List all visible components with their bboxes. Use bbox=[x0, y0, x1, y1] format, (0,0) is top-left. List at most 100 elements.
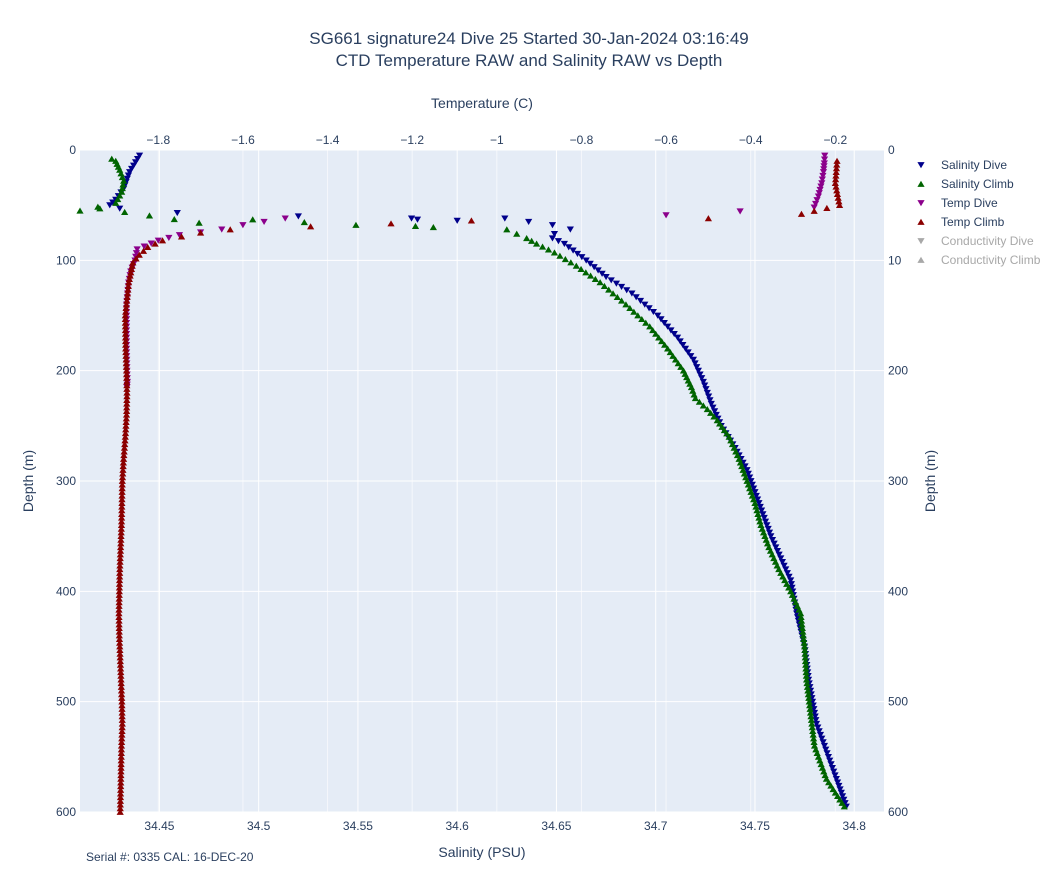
legend-item-conductivity-climb[interactable]: Conductivity Climb bbox=[912, 250, 1040, 269]
marker-salinity-climb bbox=[710, 413, 718, 420]
marker-temp-climb bbox=[115, 610, 123, 617]
marker-salinity-climb bbox=[808, 724, 816, 731]
marker-salinity-dive bbox=[654, 312, 662, 319]
marker-salinity-climb bbox=[798, 624, 806, 631]
marker-salinity-climb bbox=[801, 657, 810, 665]
marker-temp-climb bbox=[123, 290, 132, 297]
marker-temp-climb bbox=[116, 547, 125, 554]
marker-salinity-dive bbox=[679, 342, 687, 349]
marker-salinity-dive bbox=[660, 319, 668, 327]
marker-salinity-climb bbox=[765, 543, 773, 551]
marker-salinity-climb bbox=[822, 775, 831, 782]
marker-salinity-dive bbox=[822, 746, 830, 753]
marker-salinity-climb bbox=[801, 650, 809, 657]
marker-temp-climb bbox=[121, 323, 130, 330]
marker-temp-climb bbox=[120, 452, 128, 459]
marker-temp-climb bbox=[115, 588, 123, 595]
marker-salinity-dive bbox=[590, 264, 598, 271]
marker-salinity-dive bbox=[116, 205, 124, 212]
marker-salinity-dive bbox=[501, 215, 509, 222]
marker-salinity-climb bbox=[804, 687, 812, 694]
marker-temp-climb bbox=[307, 223, 315, 230]
marker-salinity-climb bbox=[703, 406, 711, 413]
marker-temp-climb bbox=[122, 304, 130, 312]
marker-salinity-dive bbox=[841, 800, 849, 807]
marker-salinity-dive bbox=[826, 757, 834, 764]
marker-temp-climb bbox=[151, 240, 159, 247]
marker-salinity-climb bbox=[730, 444, 738, 451]
marker-temp-climb bbox=[832, 183, 840, 190]
marker-temp-climb bbox=[119, 463, 127, 470]
marker-temp-climb bbox=[118, 694, 126, 701]
marker-temp-climb bbox=[123, 293, 131, 300]
marker-salinity-climb bbox=[768, 551, 776, 558]
marker-salinity-climb bbox=[634, 312, 642, 319]
marker-temp-climb bbox=[117, 771, 125, 779]
marker-salinity-dive bbox=[617, 283, 626, 291]
marker-salinity-climb bbox=[825, 779, 833, 786]
marker-salinity-dive bbox=[594, 267, 602, 274]
marker-temp-climb bbox=[144, 243, 152, 250]
marker-salinity-climb bbox=[833, 792, 842, 800]
marker-salinity-dive bbox=[754, 496, 762, 503]
marker-temp-climb bbox=[832, 168, 840, 175]
marker-temp-climb bbox=[116, 562, 124, 569]
marker-temp-climb bbox=[116, 643, 124, 650]
marker-salinity-climb bbox=[799, 632, 807, 639]
marker-salinity-climb bbox=[788, 591, 796, 598]
marker-temp-climb bbox=[116, 566, 124, 573]
marker-salinity-climb bbox=[795, 606, 803, 613]
legend-item-salinity-dive[interactable]: Salinity Dive bbox=[912, 155, 1040, 174]
marker-salinity-dive bbox=[760, 514, 768, 522]
marker-temp-climb bbox=[118, 481, 126, 488]
marker-temp-climb bbox=[118, 691, 126, 698]
marker-salinity-dive bbox=[554, 238, 563, 245]
marker-temp-climb bbox=[122, 418, 130, 426]
marker-temp-climb bbox=[467, 217, 476, 224]
marker-salinity-climb bbox=[596, 279, 604, 286]
marker-salinity-climb bbox=[112, 157, 120, 164]
marker-salinity-dive bbox=[832, 776, 840, 783]
marker-salinity-climb bbox=[600, 282, 609, 289]
marker-temp-climb bbox=[118, 510, 126, 517]
marker-salinity-dive bbox=[743, 467, 751, 474]
marker-salinity-climb bbox=[753, 507, 761, 514]
marker-salinity-climb bbox=[686, 380, 694, 387]
legend-label: Conductivity Climb bbox=[941, 252, 1041, 267]
marker-temp-climb bbox=[117, 540, 125, 547]
marker-salinity-dive bbox=[777, 555, 785, 562]
legend-item-temp-dive[interactable]: Temp Dive bbox=[912, 193, 1040, 212]
marker-salinity-dive bbox=[744, 470, 752, 477]
marker-salinity-climb bbox=[117, 170, 125, 177]
marker-salinity-climb bbox=[145, 212, 154, 219]
marker-temp-climb bbox=[118, 474, 127, 481]
marker-temp-climb bbox=[115, 602, 123, 609]
marker-temp-dive bbox=[662, 212, 670, 219]
x-tick-label-top: −0.4 bbox=[739, 133, 763, 147]
marker-temp-climb bbox=[115, 621, 123, 628]
x-tick-label-bottom: 34.7 bbox=[644, 819, 668, 833]
marker-salinity-climb bbox=[118, 185, 126, 192]
marker-salinity-dive bbox=[645, 305, 653, 312]
marker-salinity-dive bbox=[124, 172, 133, 179]
y-tick-label-right: 600 bbox=[888, 805, 908, 819]
marker-temp-climb bbox=[121, 312, 129, 319]
marker-salinity-climb bbox=[119, 181, 127, 188]
y-tick-label-left: 200 bbox=[56, 364, 76, 378]
marker-salinity-dive bbox=[761, 518, 770, 525]
x-tick-label-top: −0.2 bbox=[823, 133, 847, 147]
marker-salinity-dive bbox=[763, 522, 771, 529]
y-tick-label-right: 0 bbox=[888, 143, 895, 157]
marker-salinity-dive bbox=[768, 536, 777, 544]
legend-item-conductivity-dive[interactable]: Conductivity Dive bbox=[912, 231, 1040, 250]
legend-label: Conductivity Dive bbox=[941, 233, 1034, 248]
legend-item-temp-climb[interactable]: Temp Climb bbox=[912, 212, 1040, 231]
marker-temp-dive bbox=[239, 222, 247, 229]
marker-salinity-climb bbox=[681, 370, 689, 377]
marker-salinity-climb bbox=[677, 363, 685, 370]
marker-salinity-dive bbox=[641, 301, 649, 308]
marker-salinity-climb bbox=[638, 315, 646, 323]
legend-item-salinity-climb[interactable]: Salinity Climb bbox=[912, 174, 1040, 193]
marker-temp-climb bbox=[118, 735, 126, 742]
